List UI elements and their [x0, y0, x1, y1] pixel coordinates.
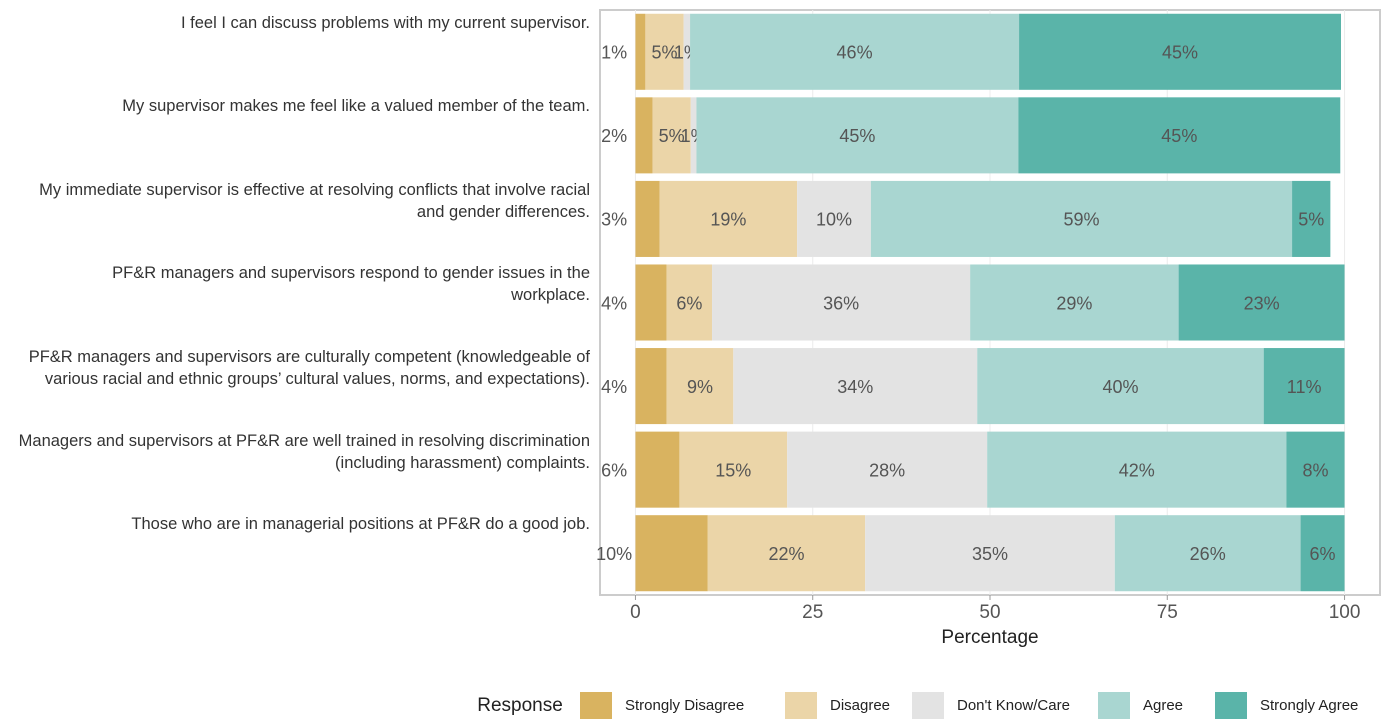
data-label: 5% — [1298, 210, 1324, 230]
bar-segment — [635, 97, 653, 174]
x-tick-label: 50 — [979, 602, 1000, 623]
bar-segment — [635, 515, 708, 592]
bar-segment — [865, 515, 1115, 592]
bar-segment — [787, 431, 988, 508]
bar-segment — [1263, 348, 1345, 425]
bar-segment — [1019, 13, 1341, 90]
bar-segment — [733, 348, 978, 425]
data-label: 45% — [839, 126, 875, 146]
data-label: 6% — [676, 293, 702, 313]
data-label: 42% — [1119, 460, 1155, 480]
bar-segment — [696, 97, 1019, 174]
data-label: 34% — [837, 377, 873, 397]
bar-segment — [690, 97, 697, 174]
x-tick-label: 0 — [630, 602, 641, 623]
data-label: 22% — [768, 544, 804, 564]
data-label: 59% — [1063, 210, 1099, 230]
data-label: 45% — [1161, 126, 1197, 146]
category-label: I feel I can discuss problems with my cu… — [181, 13, 590, 32]
bar-segment — [1300, 515, 1345, 592]
data-label: 15% — [715, 460, 751, 480]
data-label: 9% — [687, 377, 713, 397]
legend-title: Response — [477, 695, 563, 716]
bar-segment — [712, 264, 971, 341]
data-label: 23% — [1244, 293, 1280, 313]
data-label: 28% — [869, 460, 905, 480]
legend-swatch — [912, 692, 944, 719]
data-label: 29% — [1056, 293, 1092, 313]
bar-segment — [635, 13, 646, 90]
data-label: 35% — [972, 544, 1008, 564]
category-label: PF&R managers and supervisors are cultur… — [28, 348, 590, 389]
data-label: 40% — [1102, 377, 1138, 397]
x-axis-label: Percentage — [941, 627, 1038, 648]
bar-segment — [970, 264, 1179, 341]
data-label: 5% — [659, 126, 685, 146]
legend-label: Strongly Agree — [1260, 697, 1358, 714]
bar-segment — [683, 13, 691, 90]
bar-segment — [635, 180, 660, 257]
data-label: 36% — [823, 293, 859, 313]
category-label: Managers and supervisors at PF&R are wel… — [18, 431, 590, 472]
data-label: 45% — [1162, 43, 1198, 63]
data-label: 46% — [837, 43, 873, 63]
bar-segment — [1114, 515, 1301, 592]
x-tick-label: 100 — [1329, 602, 1361, 623]
data-label: 4% — [601, 377, 627, 397]
bar-segment — [797, 180, 871, 257]
x-tick-label: 75 — [1157, 602, 1178, 623]
bar-segment — [1286, 431, 1345, 508]
bar-segment — [635, 431, 680, 508]
data-label: 19% — [710, 210, 746, 230]
bar-segment — [659, 180, 798, 257]
category-label: My immediate supervisor is effective at … — [39, 180, 590, 221]
data-label: 4% — [601, 293, 627, 313]
data-label: 3% — [601, 210, 627, 230]
data-label: 10% — [816, 210, 852, 230]
bar-segment — [870, 180, 1293, 257]
legend-label: Disagree — [830, 697, 890, 714]
bar-segment — [707, 515, 866, 592]
x-tick-label: 25 — [802, 602, 823, 623]
bar-segment — [666, 348, 734, 425]
bar-segment — [679, 431, 788, 508]
category-label: My supervisor makes me feel like a value… — [122, 97, 590, 116]
data-label: 5% — [652, 43, 678, 63]
data-label: 11% — [1287, 377, 1322, 397]
bar-segment — [635, 264, 667, 341]
bar-segment — [1292, 180, 1331, 257]
legend-label: Don't Know/Care — [957, 697, 1070, 714]
data-label: 1% — [601, 43, 627, 63]
bar-segment — [1018, 97, 1341, 174]
bar-segment — [635, 348, 667, 425]
data-label: 6% — [601, 460, 627, 480]
legend-swatch — [580, 692, 612, 719]
category-label: Those who are in managerial positions at… — [131, 515, 590, 534]
legend-swatch — [1098, 692, 1130, 719]
bar-segment — [987, 431, 1287, 508]
bar-segment — [666, 264, 713, 341]
data-label: 26% — [1190, 544, 1226, 564]
category-label: PF&R managers and supervisors respond to… — [112, 264, 590, 305]
data-label: 10% — [596, 544, 632, 564]
legend-label: Agree — [1143, 697, 1183, 714]
data-label: 6% — [1310, 544, 1336, 564]
legend-swatch — [1215, 692, 1247, 719]
bar-segment — [690, 13, 1020, 90]
bar-segment — [1178, 264, 1345, 341]
data-label: 2% — [601, 126, 627, 146]
legend-swatch — [785, 692, 817, 719]
bar-segment — [977, 348, 1264, 425]
legend-label: Strongly Disagree — [625, 697, 744, 714]
bar-segment — [652, 97, 691, 174]
bar-segment — [645, 13, 684, 90]
data-label: 8% — [1302, 460, 1328, 480]
